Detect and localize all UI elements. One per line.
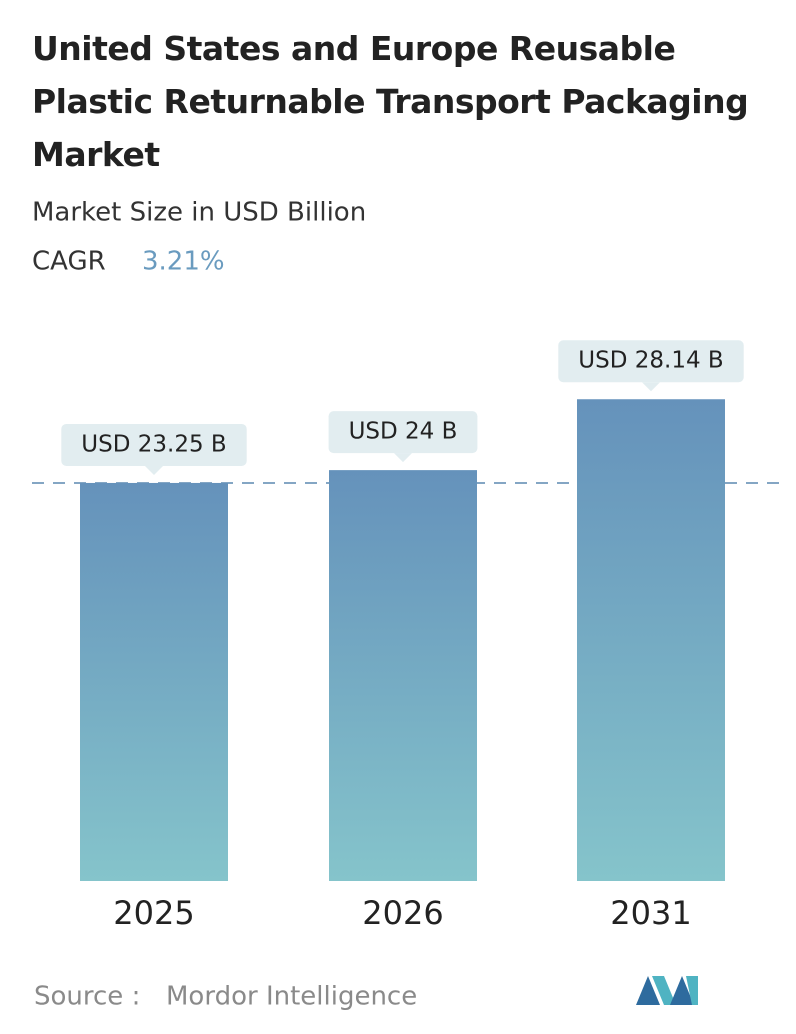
logo xyxy=(636,976,698,1005)
value-label-pointer xyxy=(145,465,163,475)
value-label-pointer xyxy=(394,453,412,463)
cagr-value: 3.21% xyxy=(142,247,225,277)
value-label-box xyxy=(328,411,478,454)
bar xyxy=(329,470,477,881)
chart-title: United States and Europe Reusable Plasti… xyxy=(32,29,749,174)
subtitle: Market Size in USD Billion xyxy=(32,198,366,228)
value-label-box xyxy=(558,340,744,383)
x-tick-label: 2026 xyxy=(362,894,443,932)
value-label: USD 24 B xyxy=(349,419,458,445)
x-tick-label: 2025 xyxy=(113,894,194,932)
source: Mordor Intelligence xyxy=(166,982,417,1012)
source-label: Source : xyxy=(34,982,140,1012)
value-label-box xyxy=(61,423,247,466)
bar xyxy=(577,399,725,881)
bar xyxy=(80,482,228,881)
value-label-pointer xyxy=(642,382,660,392)
x-tick-label: 2031 xyxy=(610,894,691,932)
value-label: USD 23.25 B xyxy=(81,431,226,457)
cagr-label: CAGR xyxy=(32,247,106,277)
value-label: USD 28.14 B xyxy=(578,348,723,374)
